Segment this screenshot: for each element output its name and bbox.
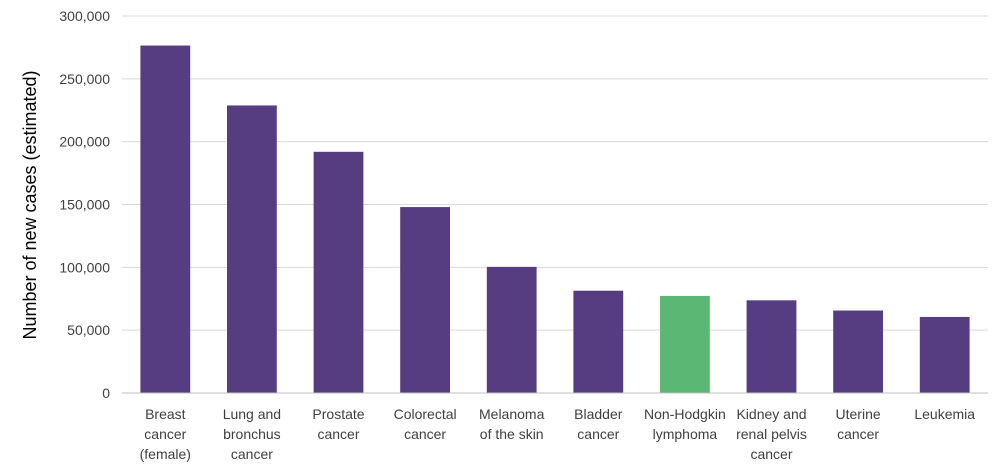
x-tick-label-line: bronchus xyxy=(223,426,281,442)
y-tick-label: 100,000 xyxy=(59,259,110,275)
x-tick-label-line: (female) xyxy=(140,446,191,462)
x-tick-label-line: Non-Hodgkin xyxy=(644,406,726,422)
x-tick-label-line: cancer xyxy=(317,426,359,442)
y-tick-labels: 0 50,000 100,000 150,000 200,000 250,000 300,0… xyxy=(59,8,110,401)
y-tick-label: 50,000 xyxy=(67,322,110,338)
x-tick-label: Kidney and renal pelvis cancer xyxy=(736,406,807,462)
y-tick-label: 250,000 xyxy=(59,71,110,87)
bar xyxy=(573,290,624,393)
x-tick-label-line: Kidney and xyxy=(736,406,806,422)
x-tick-label-line: lymphoma xyxy=(653,426,718,442)
x-tick-label-line: cancer xyxy=(577,426,619,442)
y-axis-title: Number of new cases (estimated) xyxy=(20,70,40,339)
bar xyxy=(227,105,277,394)
x-tick-label-line: cancer xyxy=(144,426,186,442)
y-tick-label: 300,000 xyxy=(59,8,110,24)
bar xyxy=(486,266,537,393)
bar xyxy=(140,45,191,394)
bars xyxy=(140,45,970,394)
x-tick-label-line: Breast xyxy=(145,406,186,422)
x-tick-label-line: Lung and xyxy=(223,406,281,422)
bar xyxy=(400,207,450,393)
x-tick-label: Prostate cancer xyxy=(312,406,364,442)
x-tick-label-line: cancer xyxy=(837,426,879,442)
x-tick-label-line: Prostate xyxy=(312,406,364,422)
x-tick-label: Non-Hodgkin lymphoma xyxy=(644,406,726,442)
x-tick-label-line: cancer xyxy=(231,446,273,462)
x-tick-label-line: cancer xyxy=(404,426,446,442)
x-tick-label-line: Leukemia xyxy=(914,406,975,422)
y-tick-label: 150,000 xyxy=(59,197,110,213)
bar xyxy=(313,151,364,393)
x-tick-label: Leukemia xyxy=(914,406,975,422)
x-tick-label-line: Melanoma xyxy=(479,406,545,422)
x-tick-labels: Breast cancer (female) Lung and bronchus canc… xyxy=(140,406,976,462)
y-tick-label: 200,000 xyxy=(59,134,110,150)
y-tick-label: 0 xyxy=(102,385,110,401)
bar xyxy=(746,300,797,393)
bar xyxy=(833,310,883,393)
x-tick-label-line: of the skin xyxy=(480,426,544,442)
x-tick-label-line: Uterine xyxy=(836,406,881,422)
x-tick-label: Melanoma of the skin xyxy=(479,406,545,442)
x-tick-label-line: Colorectal xyxy=(394,406,457,422)
x-tick-label: Colorectal cancer xyxy=(394,406,457,442)
x-tick-label: Breast cancer (female) xyxy=(140,406,191,462)
x-tick-label: Uterine cancer xyxy=(836,406,881,442)
x-tick-label-line: cancer xyxy=(750,446,792,462)
x-tick-label: Lung and bronchus cancer xyxy=(223,406,281,462)
bar xyxy=(660,295,710,393)
x-tick-label-line: Bladder xyxy=(574,406,623,422)
bar xyxy=(919,316,970,393)
x-tick-label-line: renal pelvis xyxy=(736,426,807,442)
x-tick-label: Bladder cancer xyxy=(574,406,623,442)
